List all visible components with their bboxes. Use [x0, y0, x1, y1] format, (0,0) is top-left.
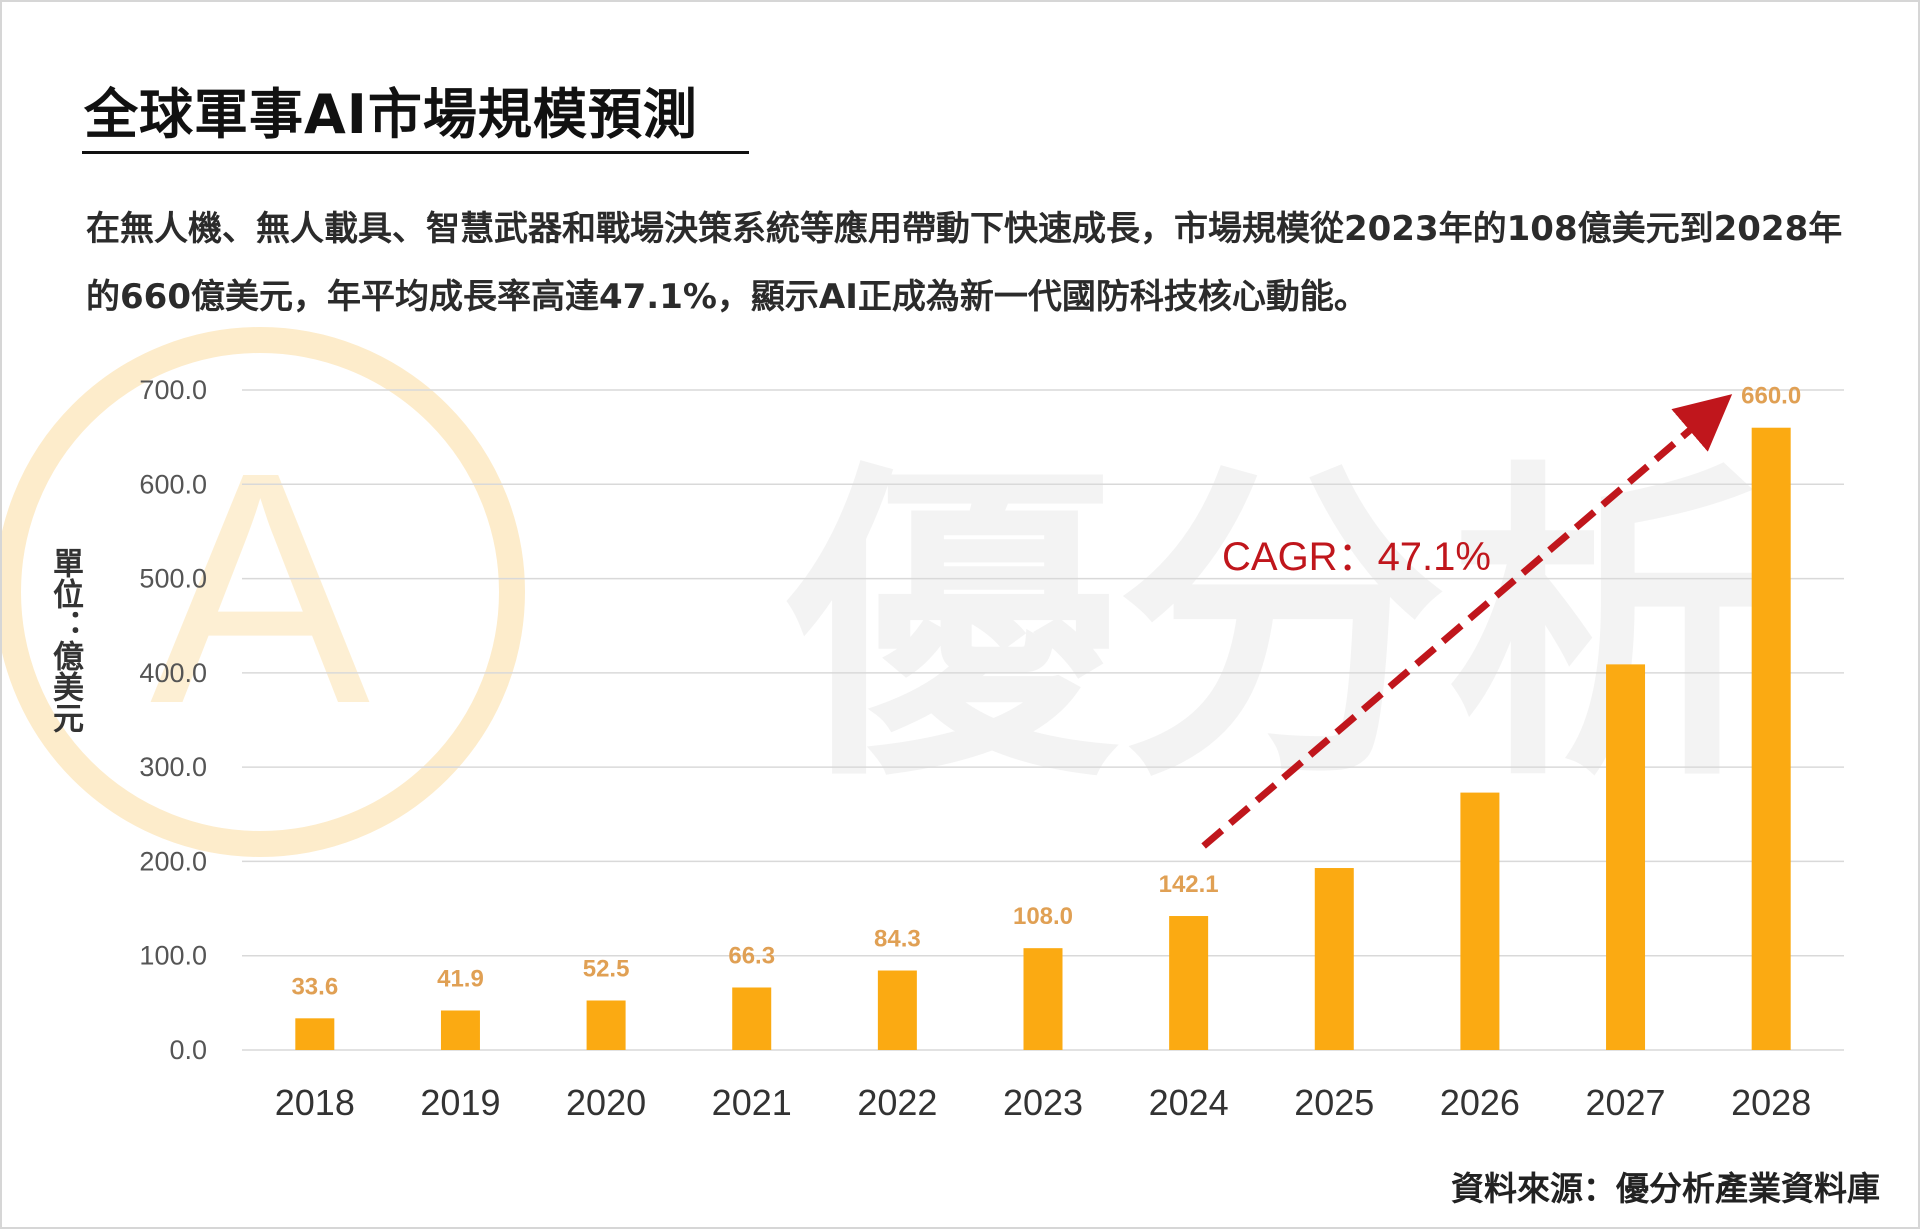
bar — [1751, 427, 1791, 1050]
y-tick-label: 100.0 — [139, 941, 207, 971]
bar — [1169, 916, 1209, 1050]
x-tick-label: 2021 — [712, 1082, 792, 1123]
y-axis-unit-label: 單位：億美元 — [47, 547, 83, 733]
x-tick-label: 2022 — [857, 1082, 937, 1123]
y-tick-label: 300.0 — [139, 752, 207, 782]
y-tick-label: 600.0 — [139, 469, 207, 499]
cagr-arrow — [1201, 394, 1733, 849]
data-label: 142.1 — [1159, 871, 1219, 898]
x-tick-label: 2019 — [420, 1082, 500, 1123]
data-label: 660.0 — [1741, 383, 1801, 410]
source-note: 資料來源：優分析產業資料庫 — [1451, 1169, 1880, 1208]
data-label: 66.3 — [728, 942, 775, 969]
bar — [1460, 792, 1500, 1050]
data-label: 33.6 — [291, 973, 338, 1000]
x-tick-label: 2025 — [1294, 1082, 1374, 1123]
data-label: 84.3 — [874, 926, 921, 953]
x-tick-label: 2018 — [275, 1082, 355, 1123]
y-tick-label: 400.0 — [139, 658, 207, 688]
x-tick-label: 2023 — [1003, 1082, 1083, 1123]
title-underline — [82, 151, 749, 154]
x-tick-label: 2020 — [566, 1082, 646, 1123]
x-tick-label: 2026 — [1440, 1082, 1520, 1123]
data-label: 41.9 — [437, 965, 484, 992]
page-title: 全球軍事AI市場規模預測 — [84, 83, 698, 146]
bar — [732, 987, 772, 1050]
y-tick-label: 200.0 — [139, 846, 207, 876]
bar — [295, 1018, 335, 1050]
data-label: 52.5 — [583, 956, 630, 983]
x-tick-label: 2027 — [1585, 1082, 1665, 1123]
bar — [586, 1000, 626, 1050]
bar — [440, 1010, 480, 1050]
bar — [1606, 664, 1646, 1050]
y-tick-label: 500.0 — [139, 564, 207, 594]
data-label: 108.0 — [1013, 903, 1073, 930]
chart-description: 在無人機、無人載具、智慧武器和戰場決策系統等應用帶動下快速成長，市場規模從202… — [86, 209, 1843, 317]
y-tick-label: 0.0 — [169, 1035, 207, 1065]
cagr-annotation: CAGR：47.1% — [1222, 535, 1491, 579]
bar — [1023, 948, 1063, 1050]
x-tick-label: 2028 — [1731, 1082, 1811, 1123]
bar — [877, 970, 917, 1050]
x-tick-label: 2024 — [1149, 1082, 1229, 1123]
y-tick-label: 700.0 — [139, 375, 207, 405]
bar — [1314, 868, 1354, 1050]
